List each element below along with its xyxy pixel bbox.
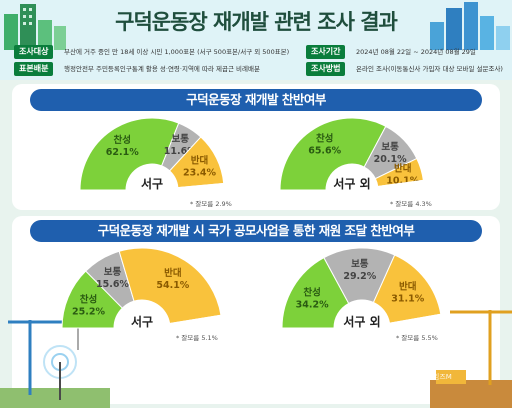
- slice-1-3: [377, 179, 425, 191]
- buildings-left-illustration: [4, 4, 66, 50]
- chart-note: * 잘모름 5.5%: [396, 334, 438, 342]
- info-row-2: 표본배분 행정안전부 주민등록인구통계 활용 성·연령·지역에 따라 제곱근 비…: [14, 61, 503, 77]
- slice-value-label: 65.6%: [308, 146, 341, 157]
- slice-category-label: 반대: [164, 267, 181, 279]
- slice-category-label: 반대: [394, 163, 411, 175]
- chart-region-name: 서구: [131, 314, 153, 329]
- header-area: [0, 0, 512, 80]
- chart-note: * 잘모름 2.9%: [190, 200, 232, 208]
- chart-region-name: 서구 외: [343, 314, 380, 329]
- slice-value-label: 15.6%: [96, 279, 129, 290]
- sampling-tag: 표본배분: [14, 62, 54, 76]
- slice-1-0: [279, 117, 387, 191]
- buildings-right-illustration: [430, 2, 510, 50]
- period-value: 2024년 08월 22일 ~ 2024년 08월 29일: [356, 48, 476, 56]
- slice-value-label: 54.1%: [156, 280, 189, 291]
- slice-category-label: 반대: [399, 280, 416, 292]
- page-title: 구덕운동장 재개발 관련 조사 결과: [115, 10, 398, 34]
- slice-category-label: 보통: [351, 259, 369, 270]
- method-tag: 조사방법: [306, 62, 346, 76]
- slice-3-3: [389, 313, 443, 329]
- crane-left-illustration: [0, 320, 110, 408]
- section-title-2: 구덕운동장 재개발 시 국가 공모사업을 통한 재원 조달 찬반여부: [30, 220, 482, 242]
- chart-region-name: 서구 외: [333, 176, 370, 191]
- slice-value-label: 31.1%: [391, 293, 424, 304]
- slice-category-label: 반대: [191, 155, 208, 167]
- info-row-1: 조사대상 부산에 거주 중인 만 18세 이상 시민 1,000표본 (서구 5…: [14, 44, 498, 60]
- target-value: 부산에 거주 중인 만 18세 이상 시민 1,000표본 (서구 500표본/…: [64, 48, 290, 56]
- slice-0-0: [79, 117, 180, 191]
- period-tag: 조사기간: [306, 45, 346, 59]
- slice-category-label: 찬성: [80, 294, 97, 306]
- slice-category-label: 찬성: [316, 133, 333, 145]
- slice-category-label: 찬성: [303, 286, 320, 298]
- slice-value-label: 62.1%: [106, 147, 139, 158]
- section-title-1: 구덕운동장 재개발 찬반여부: [30, 89, 482, 111]
- slice-category-label: 보통: [381, 142, 399, 153]
- survey-info: 조사대상 부산에 거주 중인 만 18세 이상 시민 1,000표본 (서구 5…: [14, 44, 503, 78]
- slice-2-2: [118, 247, 222, 325]
- slice-3-0: [281, 256, 350, 329]
- slice-category-label: 찬성: [114, 134, 131, 146]
- chart-note: * 잘모름 4.3%: [390, 200, 432, 208]
- target-tag: 조사대상: [14, 45, 54, 59]
- slice-value-label: 10.1%: [386, 176, 419, 187]
- slice-0-3: [177, 182, 225, 191]
- slice-value-label: 29.2%: [343, 271, 376, 282]
- slice-value-label: 20.1%: [374, 154, 407, 165]
- sampling-value: 행정안전부 주민등록인구통계 활용 성·연령·지역에 따라 제곱근 비례배분: [64, 65, 260, 73]
- chart-region-name: 서구: [141, 176, 163, 191]
- slice-category-label: 보통: [104, 267, 122, 278]
- slice-category-label: 보통: [172, 134, 190, 145]
- method-value: 온라인 조사(이동통신사 가입자 대상 모바일 설문조사): [356, 65, 503, 73]
- crane-right-illustration: [430, 310, 512, 408]
- slice-value-label: 11.6%: [164, 146, 197, 157]
- watermark-sub: ITIMESM 아이타임즈M: [382, 373, 452, 381]
- chart-note: * 잘모름 5.1%: [176, 334, 218, 342]
- slice-value-label: 25.2%: [72, 307, 105, 318]
- slice-value-label: 34.2%: [296, 299, 329, 310]
- slice-value-label: 23.4%: [183, 168, 216, 179]
- watermark-brand: 데일리연합: [330, 349, 418, 373]
- slice-2-3: [169, 314, 223, 329]
